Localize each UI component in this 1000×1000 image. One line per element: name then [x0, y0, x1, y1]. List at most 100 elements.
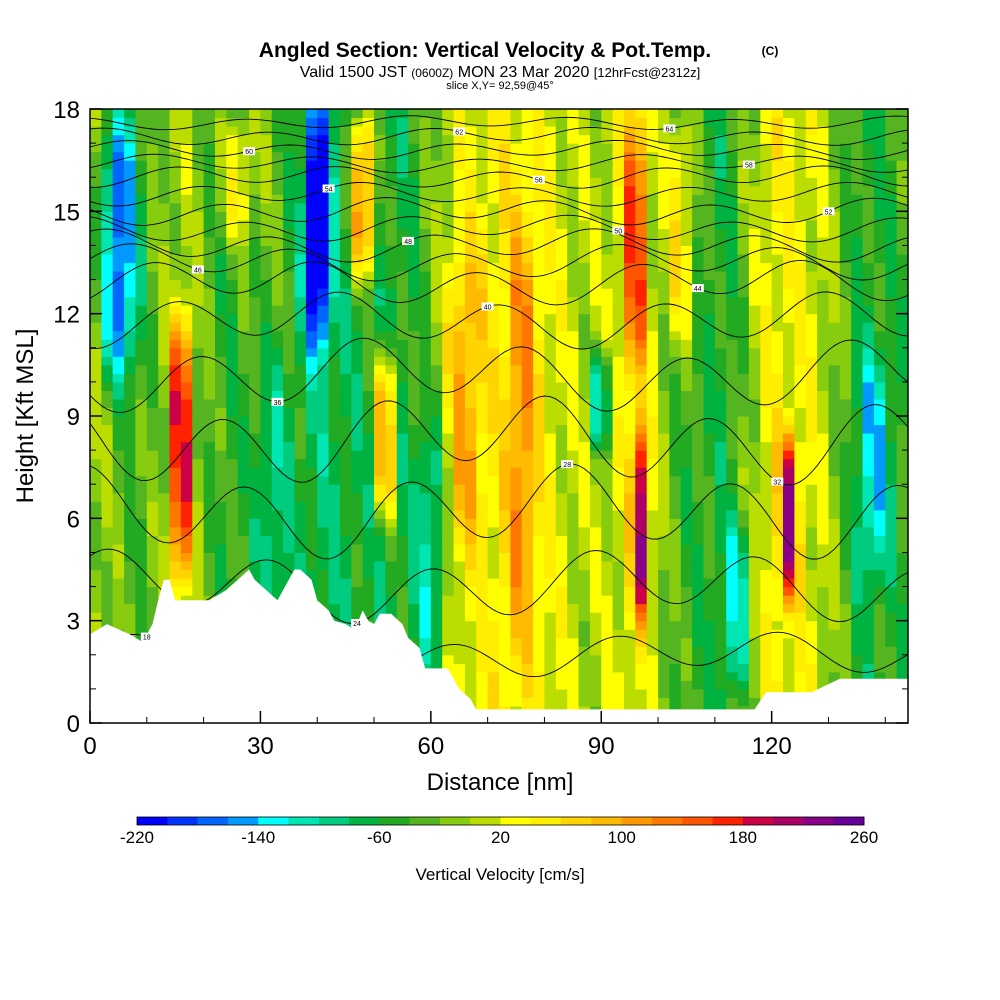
- velocity-cell: [737, 595, 750, 605]
- velocity-cell: [839, 347, 852, 357]
- velocity-cell: [567, 518, 580, 528]
- velocity-cell: [521, 288, 534, 298]
- velocity-cell: [771, 450, 784, 460]
- velocity-cell: [555, 168, 568, 178]
- velocity-cell: [90, 484, 102, 494]
- velocity-cell: [658, 168, 671, 178]
- velocity-cell: [726, 168, 739, 178]
- velocity-cell: [453, 330, 466, 340]
- velocity-cell: [112, 202, 125, 212]
- velocity-cell: [464, 211, 477, 221]
- velocity-cell: [510, 117, 523, 127]
- velocity-cell: [419, 168, 432, 178]
- velocity-cell: [339, 279, 352, 289]
- velocity-cell: [294, 475, 307, 485]
- velocity-cell: [374, 160, 386, 170]
- velocity-cell: [669, 424, 682, 434]
- velocity-cell: [328, 279, 341, 289]
- velocity-cell: [237, 288, 250, 298]
- velocity-cell: [158, 518, 171, 528]
- velocity-cell: [328, 424, 341, 434]
- velocity-cell: [146, 126, 159, 136]
- velocity-cell: [714, 501, 727, 511]
- velocity-cell: [760, 143, 773, 153]
- velocity-cell: [226, 484, 239, 494]
- velocity-cell: [192, 202, 205, 212]
- velocity-cell: [578, 109, 591, 119]
- velocity-cell: [794, 381, 807, 391]
- velocity-cell: [726, 637, 739, 647]
- velocity-cell: [612, 561, 625, 571]
- velocity-cell: [589, 347, 602, 357]
- velocity-cell: [578, 313, 591, 323]
- velocity-cell: [760, 595, 773, 605]
- velocity-cell: [101, 424, 114, 434]
- velocity-cell: [624, 254, 636, 264]
- velocity-cell: [237, 160, 250, 170]
- velocity-cell: [817, 637, 830, 647]
- velocity-cell: [533, 646, 546, 656]
- velocity-cell: [237, 518, 250, 528]
- velocity-cell: [135, 364, 148, 374]
- velocity-cell: [294, 416, 307, 426]
- velocity-cell: [317, 296, 330, 306]
- velocity-cell: [203, 134, 216, 144]
- velocity-cell: [544, 441, 557, 451]
- velocity-cell: [794, 288, 807, 298]
- velocity-cell: [703, 262, 716, 272]
- velocity-cell: [680, 697, 693, 707]
- velocity-cell: [385, 168, 398, 178]
- velocity-cell: [567, 279, 580, 289]
- velocity-cell: [658, 262, 671, 272]
- velocity-cell: [237, 185, 250, 195]
- velocity-cell: [737, 433, 750, 443]
- velocity-cell: [601, 467, 614, 477]
- velocity-cell: [851, 407, 864, 417]
- velocity-cell: [487, 143, 500, 153]
- velocity-cell: [783, 467, 795, 477]
- velocity-cell: [180, 271, 193, 281]
- velocity-cell: [544, 168, 557, 178]
- velocity-cell: [499, 279, 511, 289]
- velocity-cell: [783, 458, 795, 468]
- velocity-cell: [476, 134, 489, 144]
- velocity-cell: [442, 663, 455, 673]
- velocity-cell: [169, 228, 182, 238]
- velocity-cell: [124, 424, 137, 434]
- velocity-cell: [828, 271, 841, 281]
- velocity-cell: [726, 194, 739, 204]
- velocity-cell: [487, 458, 500, 468]
- velocity-cell: [692, 373, 705, 383]
- velocity-cell: [124, 151, 137, 161]
- velocity-cell: [555, 279, 568, 289]
- velocity-cell: [453, 160, 466, 170]
- velocity-cell: [374, 126, 386, 136]
- velocity-cell: [487, 475, 500, 485]
- velocity-cell: [692, 637, 705, 647]
- velocity-cell: [544, 126, 557, 136]
- velocity-cell: [339, 543, 352, 553]
- velocity-cell: [862, 109, 875, 119]
- velocity-cell: [453, 373, 466, 383]
- velocity-cell: [317, 228, 330, 238]
- velocity-cell: [862, 373, 875, 383]
- velocity-cell: [578, 364, 591, 374]
- velocity-cell: [362, 398, 375, 408]
- velocity-cell: [817, 356, 830, 366]
- velocity-cell: [703, 236, 716, 246]
- velocity-cell: [578, 134, 591, 144]
- velocity-cell: [317, 279, 330, 289]
- velocity-cell: [658, 347, 671, 357]
- velocity-cell: [339, 569, 352, 579]
- velocity-cell: [430, 364, 443, 374]
- velocity-cell: [839, 194, 852, 204]
- velocity-cell: [442, 467, 455, 477]
- velocity-cell: [203, 586, 216, 596]
- velocity-cell: [328, 535, 341, 545]
- velocity-cell: [396, 219, 409, 229]
- velocity-cell: [646, 373, 659, 383]
- velocity-cell: [215, 475, 227, 485]
- velocity-cell: [385, 271, 398, 281]
- velocity-cell: [748, 646, 761, 656]
- velocity-cell: [283, 168, 296, 178]
